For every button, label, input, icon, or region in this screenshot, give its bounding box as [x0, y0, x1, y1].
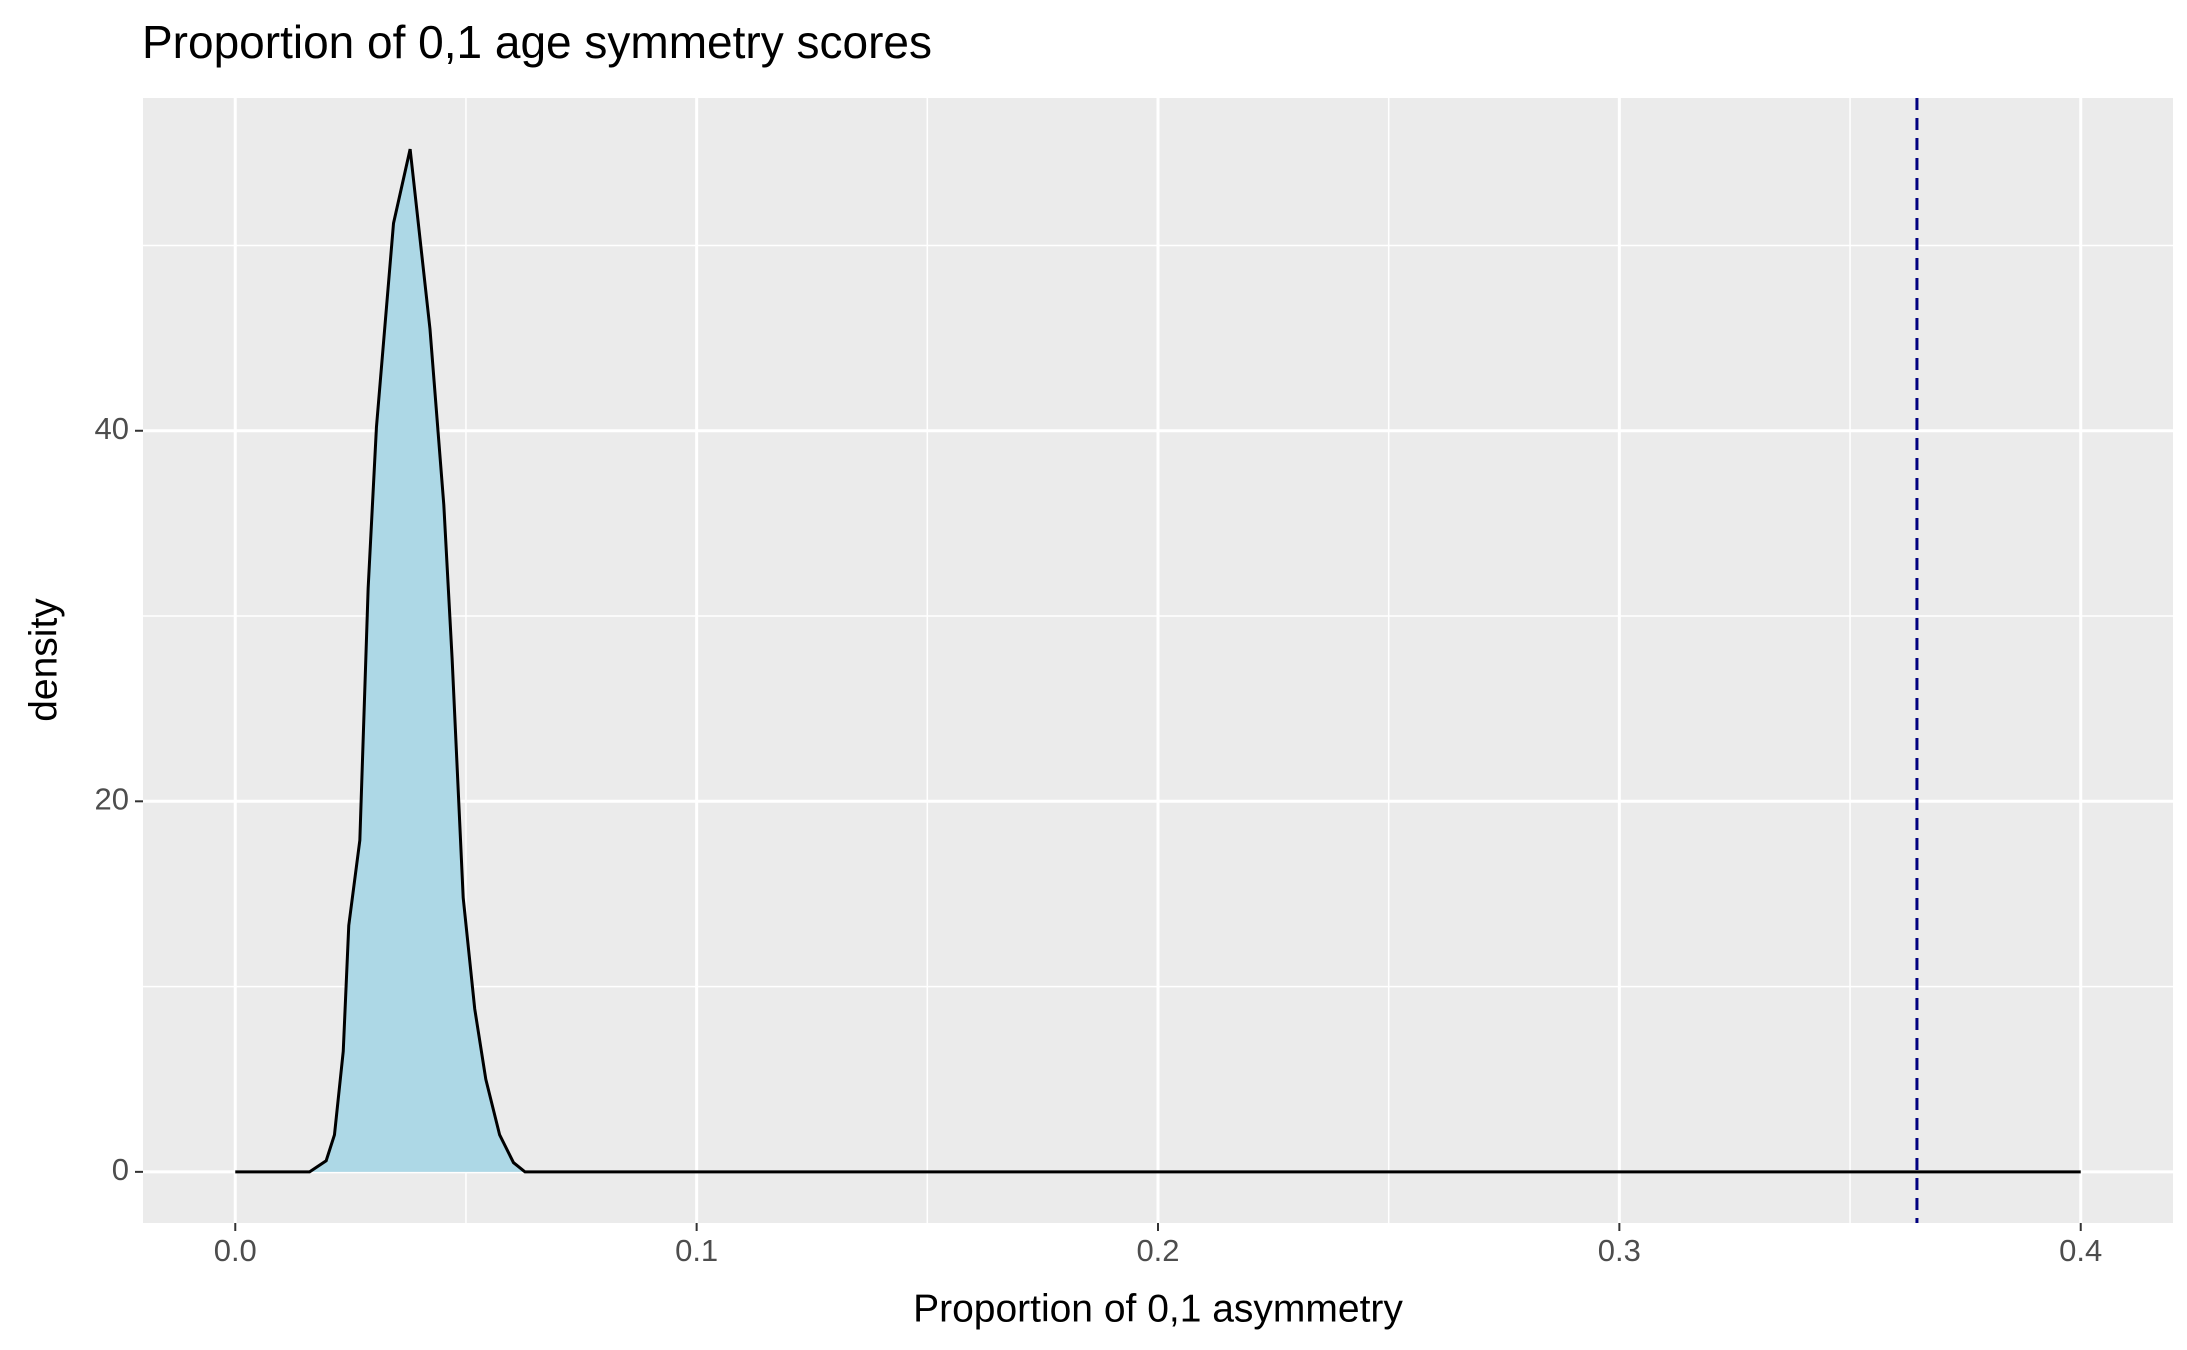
x-tick-label: 0.0 [214, 1233, 257, 1268]
x-tick-label: 0.3 [1598, 1233, 1641, 1268]
x-tick-label: 0.2 [1136, 1233, 1179, 1268]
density-area [235, 149, 2081, 1172]
y-tick-label: 0 [112, 1152, 129, 1187]
density-line [235, 148, 2081, 1174]
y-tick-label: 40 [95, 411, 129, 446]
x-axis-label: Proportion of 0,1 asymmetry [913, 1287, 1403, 1330]
chart-title: Proportion of 0,1 age symmetry scores [142, 16, 932, 68]
y-axis-label: density [22, 598, 65, 722]
x-tick-label: 0.4 [2059, 1233, 2102, 1268]
x-tick-label: 0.1 [675, 1233, 718, 1268]
y-tick-label: 20 [95, 781, 129, 816]
